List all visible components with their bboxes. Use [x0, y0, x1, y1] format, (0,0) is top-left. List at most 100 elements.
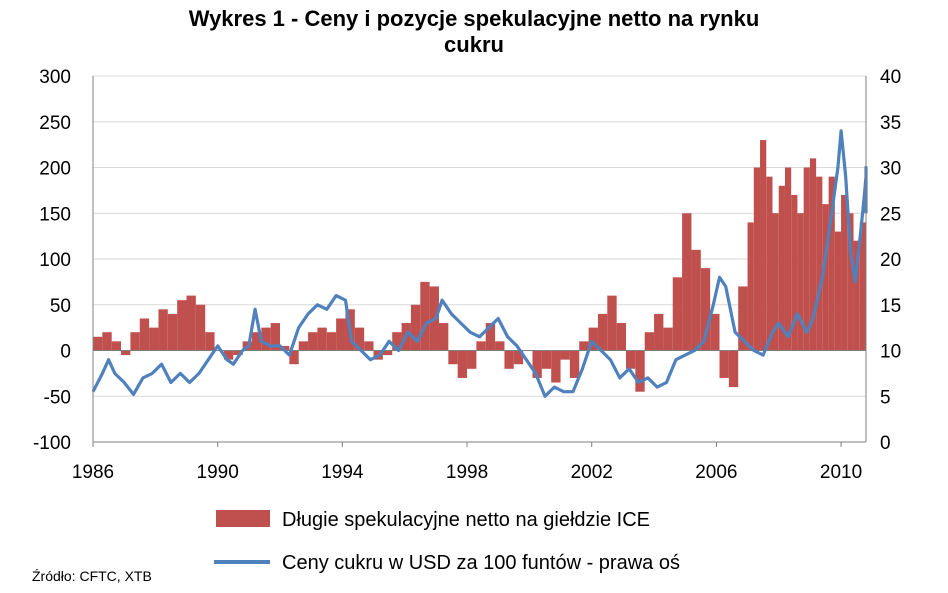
bar-mark [841, 194, 848, 351]
bar-mark [551, 350, 561, 383]
right-tick-label: 0 [880, 433, 891, 454]
x-tick-label: 2010 [820, 462, 862, 483]
bar-mark [616, 323, 626, 351]
bar-mark [485, 323, 496, 351]
bar-mark [847, 213, 854, 351]
x-tick-label: 1994 [321, 462, 364, 483]
bar-mark [719, 350, 729, 378]
bar-mark [859, 222, 866, 351]
bar-mark [784, 167, 792, 351]
bar-mark [853, 240, 860, 351]
bar-mark [102, 332, 112, 351]
left-tick-label: -100 [33, 433, 71, 454]
bar-mark [205, 332, 215, 351]
bar-mark [760, 140, 767, 351]
price-line [91, 129, 868, 398]
x-tick-label: 2002 [571, 462, 613, 483]
right-tick-label: 15 [880, 296, 901, 317]
bar-mark [504, 350, 514, 369]
bar-mark [791, 194, 798, 351]
right-tick-label: 20 [880, 250, 901, 271]
axes [92, 76, 867, 443]
bar-mark [251, 332, 262, 351]
bar-mark [625, 350, 636, 369]
bar-mark [261, 327, 271, 351]
bar-mark [121, 350, 131, 356]
x-tick-label: 1998 [446, 462, 488, 483]
bar-mark [223, 350, 234, 360]
chart-title-line-2: cukru [444, 32, 504, 57]
bar-mark [532, 350, 542, 378]
right-tick-label: 25 [880, 204, 901, 225]
line-series [91, 129, 868, 398]
bar-mark [672, 277, 683, 351]
left-tick-label: 0 [60, 342, 71, 363]
bar-mark [270, 323, 281, 351]
bar-mark [753, 167, 761, 351]
bar-mark [167, 313, 178, 351]
bar-mark [289, 350, 299, 365]
chart-title: Wykres 1 - Ceny i pozycje spekulacyjne n… [0, 6, 948, 58]
bar-mark [476, 341, 486, 351]
bar-mark [280, 345, 290, 351]
bar-mark [569, 350, 580, 378]
bar-mark [772, 213, 779, 351]
right-axis-ticks: 40 35 30 25 20 15 10 5 0 [880, 67, 901, 454]
bar-mark [467, 350, 477, 369]
bar-mark [579, 341, 589, 351]
bar-mark [778, 185, 785, 351]
bar-mark [738, 286, 748, 351]
bar-mark [158, 309, 168, 351]
bar-mark [834, 231, 842, 351]
bar-mark [130, 332, 140, 351]
right-tick-label: 10 [880, 342, 901, 363]
right-tick-label: 5 [880, 387, 891, 408]
right-tick-label: 40 [880, 67, 901, 88]
bar-mark [317, 327, 327, 351]
bar-mark [682, 213, 692, 351]
x-tick-label: 1986 [72, 462, 114, 483]
left-tick-label: 200 [39, 159, 71, 180]
legend-line-label: Ceny cukru w USD za 100 funtów - prawa o… [282, 552, 680, 574]
bar-mark [747, 222, 754, 351]
chart-title-line-1: Wykres 1 - Ceny i pozycje spekulacyjne n… [188, 6, 760, 31]
bar-mark [392, 332, 402, 351]
x-axis-ticks: 1986 1990 1994 1998 2002 2006 2010 [72, 442, 862, 483]
bar-mark [663, 327, 673, 351]
bar-mark [420, 281, 430, 351]
bar-mark [177, 300, 187, 351]
bar-mark [654, 313, 664, 351]
source-note: Źródło: CFTC, XTB [32, 568, 152, 584]
bar-mark [560, 350, 570, 360]
bar-mark [691, 249, 701, 351]
left-axis-ticks: 300 250 200 150 100 50 0 -50 -100 [33, 67, 71, 454]
bar-mark [809, 158, 817, 351]
bar-mark [308, 332, 318, 351]
bar-mark [448, 350, 458, 365]
x-tick-label: 2006 [695, 462, 737, 483]
bar-mark [766, 176, 773, 351]
bar-mark [588, 327, 598, 351]
bar-mark [149, 327, 159, 351]
bar-mark [513, 350, 524, 365]
bar-mark [803, 167, 810, 351]
bar-mark [382, 350, 393, 356]
right-tick-label: 30 [880, 159, 901, 180]
bar-mark [816, 176, 823, 351]
bar-mark [635, 350, 645, 392]
legend: Długie spekulacyjne netto na giełdzie IC… [214, 509, 680, 574]
bar-mark [111, 341, 122, 351]
bar-mark [186, 295, 196, 351]
bar-mark [797, 213, 804, 351]
bar-mark [495, 341, 505, 351]
left-tick-label: 100 [39, 250, 71, 271]
legend-bar-swatch [216, 510, 270, 527]
left-tick-label: 50 [50, 296, 71, 317]
bar-mark [410, 304, 421, 351]
bar-mark [233, 350, 243, 356]
bar-mark [700, 268, 711, 351]
right-tick-label: 35 [880, 113, 901, 134]
bar-mark [728, 350, 739, 388]
bar-mark [541, 350, 552, 369]
legend-bar-label: Długie spekulacyjne netto na giełdzie IC… [282, 509, 650, 531]
